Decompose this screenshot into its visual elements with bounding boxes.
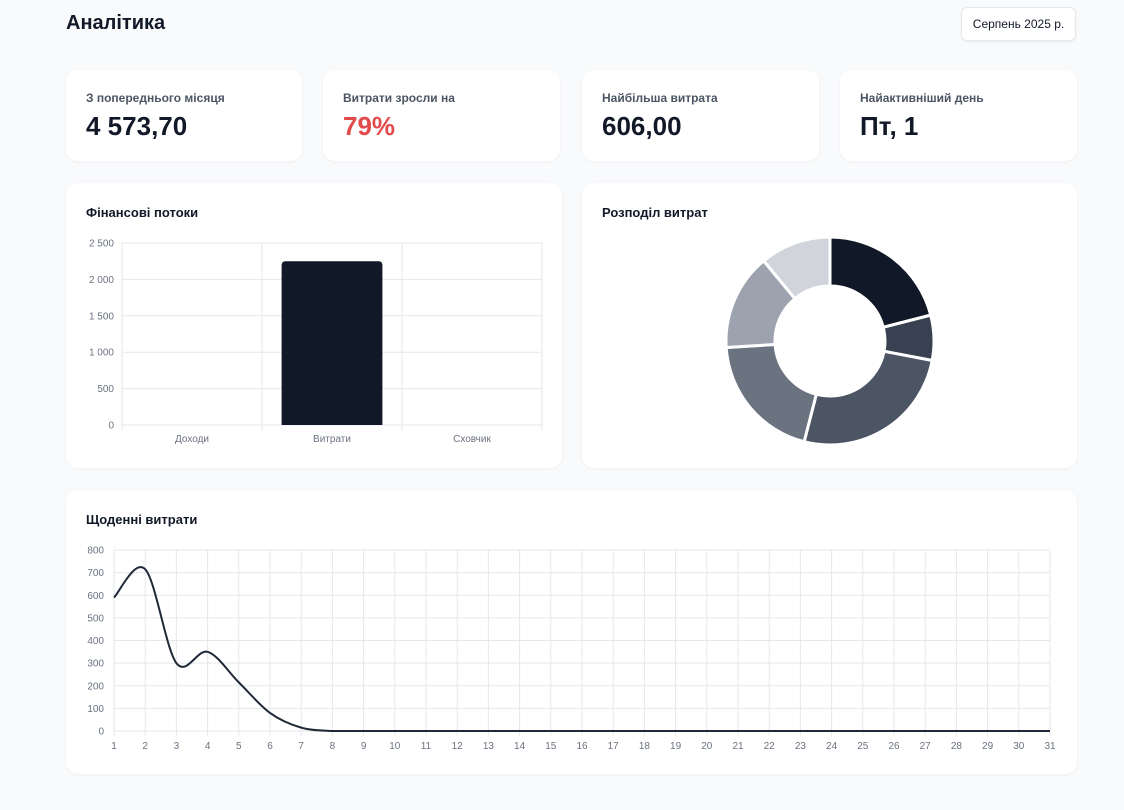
- x-tick-label: 19: [670, 741, 682, 752]
- daily-expenses-card: Щоденні витрати 0 100 200 300 400 500 600 700 80…: [66, 490, 1077, 774]
- x-tick-label: 5: [236, 741, 242, 752]
- x-tick-label: 23: [795, 741, 807, 752]
- x-tick-label: 6: [267, 741, 273, 752]
- financial-flows-card: Фінансові потоки 0 500 1 000 1 500 2 000 2 50…: [66, 183, 562, 468]
- y-tick-label: 2 500: [89, 239, 114, 250]
- x-tick-label: 12: [452, 741, 464, 752]
- x-tick-label: 14: [514, 741, 526, 752]
- x-tick-label: 8: [330, 741, 336, 752]
- y-tick-label: 0: [98, 727, 104, 738]
- x-tick-label: Доходи: [175, 434, 209, 445]
- y-tick-label: 1 500: [89, 311, 114, 322]
- financial-flows-chart: 0 500 1 000 1 500 2 000 2 500 Доходи Витрати Схо…: [89, 239, 543, 445]
- x-tick-label: 28: [951, 741, 963, 752]
- stat-value: 79%: [343, 111, 396, 141]
- y-tick-label: 800: [87, 546, 104, 557]
- x-tick-label: 20: [701, 741, 713, 752]
- page-title: Аналітика: [66, 12, 166, 34]
- stat-card-expense-growth: Витрати зросли на 79%: [323, 70, 560, 161]
- x-tick-label: 24: [826, 741, 838, 752]
- y-tick-label: 1 000: [89, 348, 114, 359]
- y-tick-label: 400: [87, 636, 104, 647]
- x-tick-label: 7: [298, 741, 304, 752]
- donut-slice: [724, 342, 819, 444]
- x-tick-label: 10: [389, 741, 401, 752]
- y-tick-label: 300: [87, 659, 104, 670]
- x-tick-label: 1: [111, 741, 117, 752]
- x-tick-label: 18: [639, 741, 651, 752]
- y-tick-label: 600: [87, 591, 104, 602]
- bar: [281, 261, 383, 425]
- x-tick-label: 15: [545, 741, 557, 752]
- card-title: Розподіл витрат: [602, 205, 708, 220]
- x-tick-label: 13: [483, 741, 495, 752]
- x-tick-label: 2: [142, 741, 148, 752]
- x-tick-label: 27: [920, 741, 932, 752]
- donut-slice: [802, 349, 934, 447]
- stat-card-largest-expense: Найбільша витрата 606,00: [582, 70, 819, 161]
- stat-label: З попереднього місяця: [86, 91, 225, 105]
- expense-distribution-chart: [724, 235, 936, 447]
- series-line: [113, 566, 1050, 732]
- donut-slice: [761, 235, 832, 301]
- x-tick-label: 30: [1013, 741, 1025, 752]
- x-tick-label: Витрати: [313, 434, 351, 445]
- x-tick-label: 11: [421, 741, 432, 752]
- stat-value: 4 573,70: [86, 111, 188, 141]
- stat-card-most-active-day: Найактивніший день Пт, 1: [840, 70, 1077, 161]
- x-tick-label: 22: [764, 741, 776, 752]
- stat-card-prev-month: З попереднього місяця 4 573,70: [66, 70, 302, 161]
- y-tick-label: 200: [87, 681, 104, 692]
- y-tick-label: 500: [87, 613, 104, 624]
- y-tick-label: 2 000: [89, 275, 114, 286]
- x-tick-label: 4: [205, 741, 211, 752]
- y-tick-label: 700: [87, 568, 104, 579]
- x-tick-label: 21: [732, 741, 744, 752]
- x-tick-label: 9: [361, 741, 367, 752]
- x-tick-label: 25: [857, 741, 869, 752]
- donut-slice: [828, 235, 933, 330]
- y-tick-label: 0: [108, 421, 114, 432]
- x-tick-label: Сховчик: [453, 434, 491, 445]
- card-title: Фінансові потоки: [86, 205, 199, 220]
- x-tick-label: 29: [982, 741, 994, 752]
- x-tick-label: 3: [174, 741, 180, 752]
- y-tick-label: 500: [97, 384, 114, 395]
- x-tick-label: 26: [888, 741, 900, 752]
- y-tick-label: 100: [87, 704, 104, 715]
- card-title: Щоденні витрати: [86, 512, 198, 527]
- month-selector-button[interactable]: Серпень 2025 р.: [961, 7, 1076, 41]
- stat-label: Найактивніший день: [860, 91, 984, 105]
- x-tick-label: 31: [1044, 741, 1056, 752]
- x-tick-label: 16: [576, 741, 588, 752]
- stat-value: Пт, 1: [860, 111, 919, 141]
- x-tick-label: 17: [608, 741, 620, 752]
- stat-value: 606,00: [602, 111, 682, 141]
- expense-distribution-card: Розподіл витрат: [582, 183, 1077, 468]
- stat-label: Найбільша витрата: [602, 91, 718, 105]
- stat-label: Витрати зросли на: [343, 91, 455, 105]
